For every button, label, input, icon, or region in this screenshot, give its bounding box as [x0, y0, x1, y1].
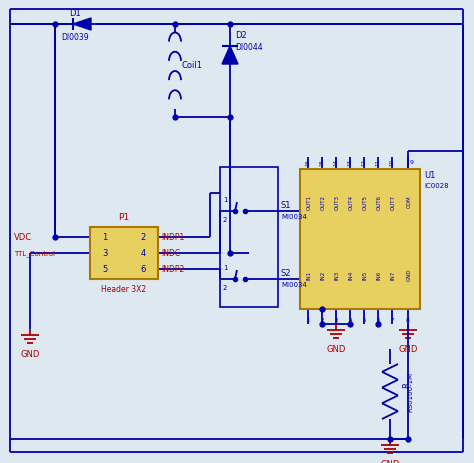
Text: GND: GND: [326, 344, 346, 353]
Text: IN1: IN1: [307, 270, 311, 279]
Text: 9: 9: [410, 159, 414, 164]
Text: DI0039: DI0039: [61, 32, 89, 41]
Text: 1: 1: [223, 264, 228, 270]
Text: IN3: IN3: [335, 270, 339, 279]
Text: S1: S1: [281, 200, 292, 209]
Text: P1: P1: [118, 213, 129, 222]
Text: INDC: INDC: [161, 249, 180, 258]
Text: Coil1: Coil1: [182, 60, 203, 69]
Text: 10: 10: [390, 158, 394, 165]
Text: IN7: IN7: [391, 270, 395, 279]
Text: COM: COM: [407, 195, 411, 208]
Text: D1: D1: [69, 8, 81, 18]
Bar: [90, 227, 158, 279]
Text: OUT6: OUT6: [376, 194, 382, 209]
Text: OUT7: OUT7: [391, 194, 395, 209]
Text: 13: 13: [347, 158, 353, 165]
Text: 8: 8: [406, 317, 410, 322]
Text: OUT4: OUT4: [348, 194, 354, 209]
Text: 6: 6: [140, 265, 146, 274]
Polygon shape: [222, 47, 238, 65]
Text: R: R: [402, 381, 411, 387]
Text: OUT3: OUT3: [335, 194, 339, 209]
Text: 3: 3: [102, 249, 108, 258]
Text: IN2: IN2: [320, 270, 326, 279]
Text: Header 3X2: Header 3X2: [101, 285, 146, 294]
Text: IN4: IN4: [348, 270, 354, 279]
Text: 11: 11: [375, 158, 381, 165]
Text: OUT5: OUT5: [363, 194, 367, 209]
Polygon shape: [73, 19, 91, 31]
Text: 4: 4: [348, 317, 352, 322]
Text: S2: S2: [281, 268, 292, 277]
Text: 1: 1: [102, 233, 108, 242]
Bar: [300, 169, 420, 309]
Text: 12: 12: [362, 158, 366, 165]
Text: U1: U1: [424, 170, 436, 179]
Text: 2: 2: [140, 233, 146, 242]
Text: 14: 14: [334, 158, 338, 165]
Text: 1: 1: [306, 317, 310, 322]
Text: 16: 16: [306, 158, 310, 165]
Text: 5: 5: [102, 265, 108, 274]
Text: 7: 7: [390, 317, 394, 322]
Text: 5: 5: [362, 317, 366, 322]
Text: DI0044: DI0044: [235, 43, 263, 51]
Text: OUT2: OUT2: [320, 194, 326, 209]
Text: D2: D2: [235, 31, 247, 39]
Text: 4: 4: [140, 249, 146, 258]
Text: 15: 15: [319, 158, 325, 165]
Text: MI0034: MI0034: [281, 213, 307, 219]
Text: VDC: VDC: [14, 233, 32, 242]
Text: INDP1: INDP1: [161, 233, 184, 242]
Text: MI0034: MI0034: [281, 282, 307, 288]
Text: 2: 2: [223, 284, 228, 290]
Bar: [220, 168, 278, 307]
Text: GND: GND: [398, 344, 418, 353]
Text: GND: GND: [20, 349, 40, 358]
Text: GND: GND: [407, 268, 411, 281]
Text: RS0100-1M: RS0100-1M: [407, 371, 413, 411]
Text: TTL_Control: TTL_Control: [14, 250, 55, 257]
Text: INDP2: INDP2: [161, 265, 184, 274]
Text: 2: 2: [223, 217, 228, 223]
Text: 3: 3: [334, 317, 338, 322]
Text: IN5: IN5: [363, 270, 367, 279]
Text: IN6: IN6: [376, 270, 382, 279]
Text: GND: GND: [380, 459, 400, 463]
Text: IC0028: IC0028: [424, 182, 448, 188]
Text: OUT1: OUT1: [307, 194, 311, 209]
Text: 6: 6: [376, 317, 380, 322]
Text: 1: 1: [223, 197, 228, 203]
Text: 2: 2: [320, 317, 324, 322]
